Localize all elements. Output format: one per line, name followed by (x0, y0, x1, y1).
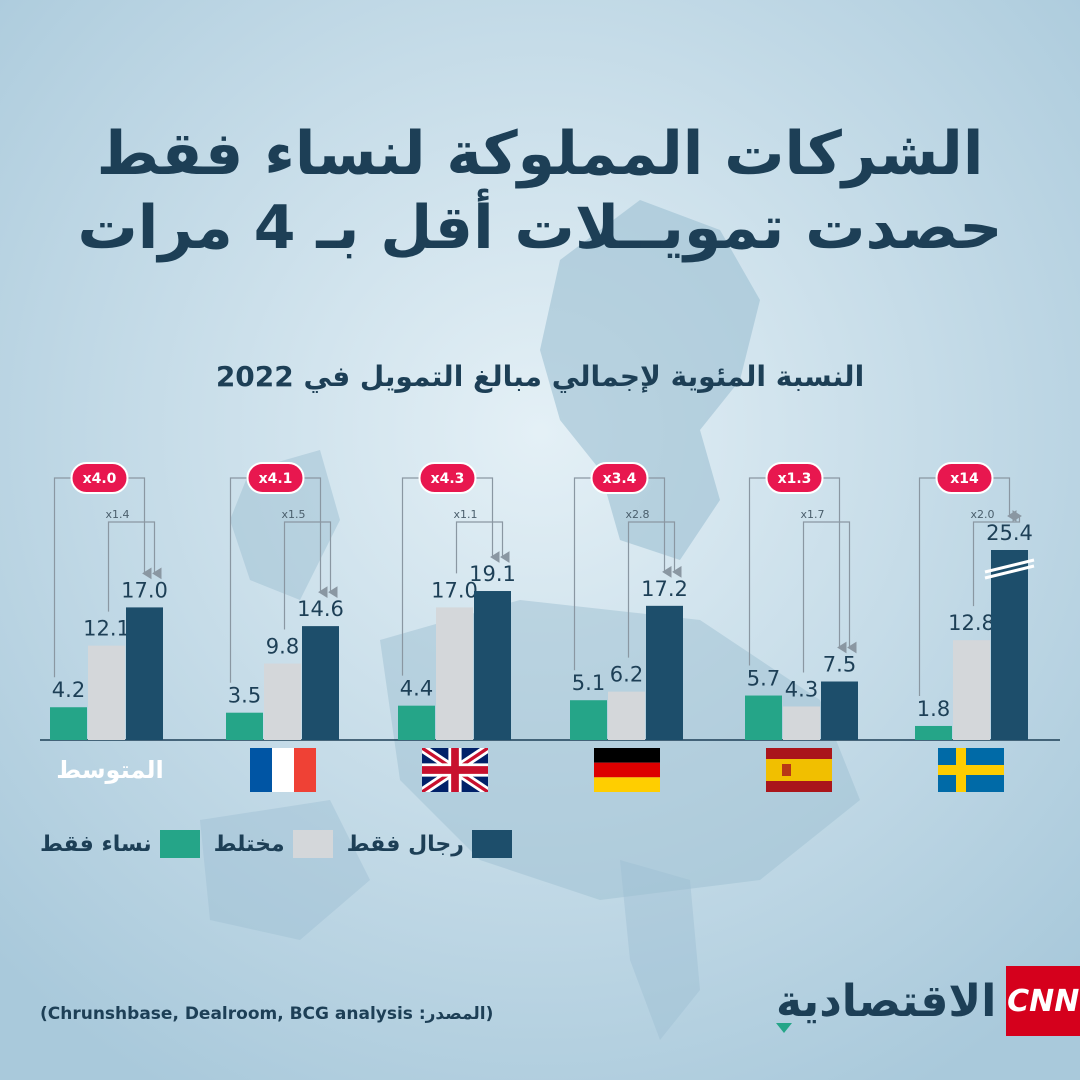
data-label: 6.2 (610, 663, 643, 687)
data-label: 25.4 (986, 521, 1033, 545)
legend-label-men: رجال فقط (346, 831, 464, 857)
ratio-badge (765, 462, 824, 494)
bar (821, 681, 858, 740)
ratio-label-mixed: x1.4 (105, 508, 129, 521)
chart-subtitle: النسبة المئوية لإجمالي مبالغ التمويل في … (215, 360, 865, 393)
legend-item-women: نساء فقط (40, 830, 200, 858)
axis-break-mark (984, 558, 1035, 574)
data-label: 17.0 (431, 578, 478, 602)
data-label: 17.0 (121, 578, 168, 602)
data-label: 5.7 (747, 667, 780, 691)
ratio-badge (590, 462, 649, 494)
ratio-connector-small (455, 521, 510, 574)
bar-chart: 4.2 12.1 17.0 x1.4 x4.0 3.5 9.8 14.6 x1.5 x4.1 4.4… (40, 462, 1060, 741)
ratio-label-mixed: x2.8 (625, 508, 649, 521)
data-label: 4.2 (52, 678, 85, 702)
ratio-label-mixed: x1.1 (453, 508, 477, 521)
legend-label-women: نساء فقط (40, 831, 152, 857)
bar (226, 712, 263, 740)
bar (915, 725, 952, 740)
ratio-connector-small (802, 521, 857, 673)
data-label: 12.8 (948, 611, 995, 635)
ratio-badge-label: x4.1 (259, 471, 293, 487)
brand-logo: الاقتصادية CNN (776, 966, 1080, 1036)
ratio-badge-label: x4.3 (431, 471, 465, 487)
ratio-badge (70, 462, 129, 494)
data-label: 12.1 (83, 617, 130, 641)
category-label-average: المتوسط (56, 756, 164, 784)
logo-triangle-icon (776, 1022, 792, 1033)
legend-swatch-women (159, 830, 200, 858)
legend-swatch-mixed (292, 830, 333, 858)
cnn-logo: CNN (1006, 966, 1080, 1036)
data-label: 7.5 (823, 653, 856, 677)
ratio-badge-label: x1.3 (778, 471, 812, 487)
france-flag (250, 748, 316, 792)
main-title-line1: الشركات المملوكة لنساء فقط (96, 119, 984, 189)
data-label: 17.2 (641, 577, 688, 601)
bar (608, 691, 645, 740)
ratio-badge-label: x4.0 (83, 471, 117, 487)
legend-label-mixed: مختلط (213, 831, 285, 857)
data-label: 4.4 (400, 677, 433, 701)
data-label: 14.6 (297, 597, 344, 621)
ratio-badge (418, 462, 477, 494)
bar (302, 626, 339, 740)
logo-wordmark: الاقتصادية (776, 975, 997, 1033)
bar (88, 645, 125, 740)
bar (398, 705, 435, 740)
legend-item-men: رجال فقط (347, 830, 512, 858)
ratio-label-mixed: x2.0 (970, 508, 994, 521)
ratio-label-mixed: x1.5 (281, 508, 305, 521)
legend-swatch-men (471, 830, 512, 858)
sweden-flag (938, 748, 1004, 792)
bar (991, 550, 1028, 740)
ratio-connector-small (107, 521, 162, 612)
bar (126, 607, 163, 740)
ratio-badge-label: x14 (950, 471, 979, 487)
bar (745, 695, 782, 740)
ratio-label-mixed: x1.7 (800, 508, 824, 521)
ratio-badge-label: x3.4 (603, 471, 637, 487)
bar (474, 591, 511, 740)
ratio-connector-small (283, 521, 338, 630)
data-label: 5.1 (572, 671, 605, 695)
data-label: 9.8 (266, 635, 299, 659)
data-label: 4.3 (785, 677, 818, 701)
bar (646, 605, 683, 740)
source-note: (Chrunshbase, Dealroom, BCG analysis :ال… (40, 1004, 494, 1024)
bar (953, 640, 990, 740)
ratio-connector-small (627, 521, 682, 658)
axis-break-mark (984, 564, 1035, 580)
data-label: 1.8 (917, 697, 950, 721)
spain-flag (766, 748, 832, 792)
data-label: 19.1 (469, 562, 516, 586)
bar (264, 663, 301, 740)
main-title-line2: حصدت تمويــلات أقل بـ 4 مرات (77, 193, 1003, 263)
bar (50, 707, 87, 740)
bar (783, 706, 820, 740)
ratio-connector-small (972, 510, 1022, 607)
bar (570, 700, 607, 740)
uk-flag (422, 748, 488, 792)
ratio-connector (748, 477, 847, 666)
logo-word: الاقتصادية (776, 975, 997, 1027)
chart-legend: رجال فقط مختلط نساء فقط (40, 826, 512, 862)
data-label: 3.5 (228, 684, 261, 708)
ratio-badge (935, 462, 994, 494)
ratio-badge (246, 462, 305, 494)
bar (436, 607, 473, 740)
legend-item-mixed: مختلط (214, 830, 333, 858)
germany-flag (594, 748, 660, 792)
